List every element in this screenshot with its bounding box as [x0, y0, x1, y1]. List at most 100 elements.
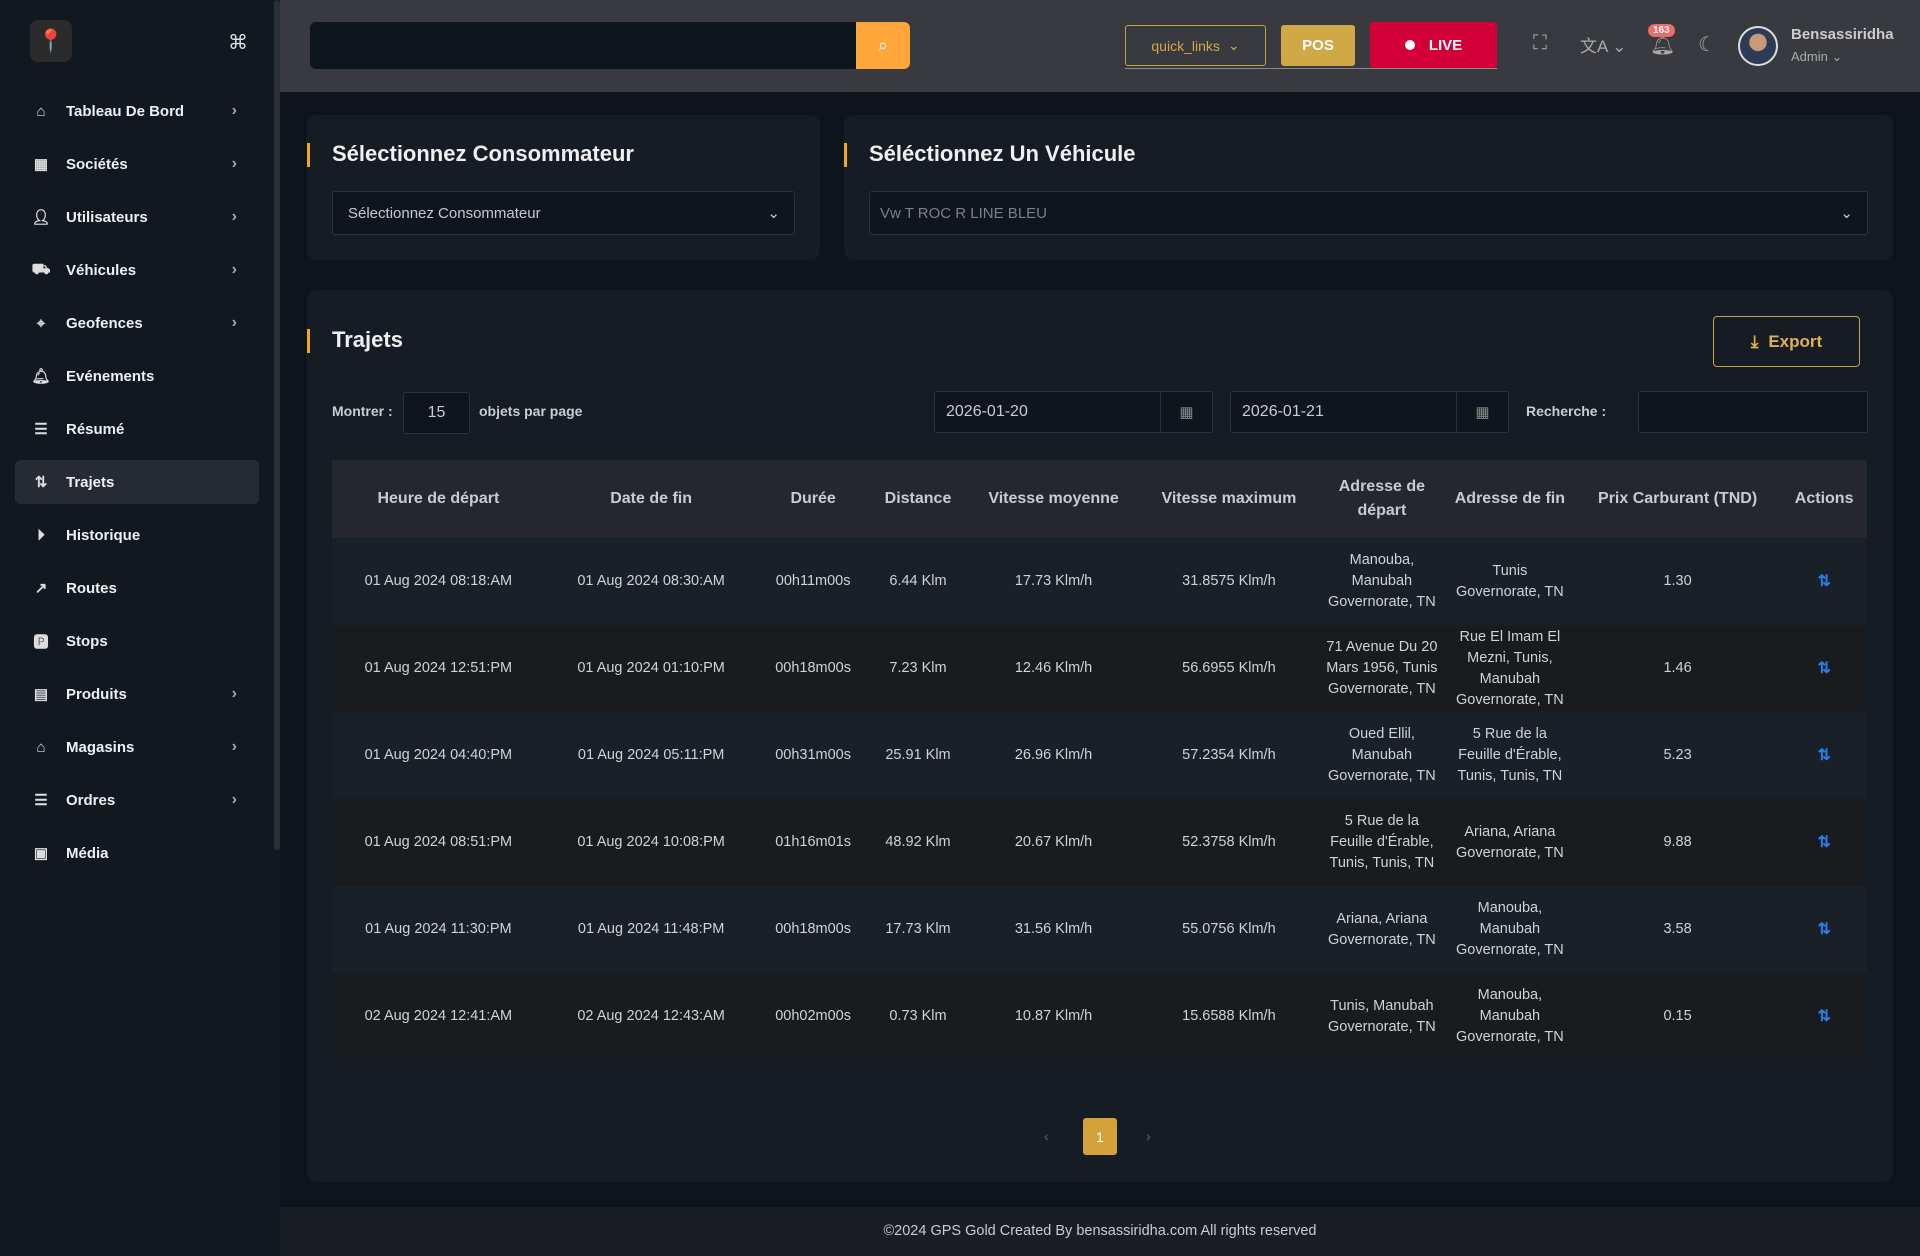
- vehicle-title: Séléctionnez Un Véhicule: [844, 141, 1136, 167]
- pos-button[interactable]: POS: [1281, 25, 1355, 66]
- sidebar-item-magasins[interactable]: ⌂ Magasins ›: [15, 725, 259, 769]
- table-cell: Manouba, Manubah Governorate, TN: [1456, 987, 1564, 1045]
- table-cell: 26.96 Klm/h: [1014, 747, 1093, 763]
- route-view-icon[interactable]: ⇅: [1817, 1007, 1831, 1025]
- column-header[interactable]: Adresse de départ: [1338, 478, 1426, 519]
- list-icon: ☰: [34, 421, 48, 438]
- sidebar-item-label: Evénements: [66, 367, 155, 385]
- column-header[interactable]: Actions: [1794, 490, 1854, 507]
- table-cell: 7.23 Klm: [889, 660, 947, 676]
- chevron-right-icon: ›: [231, 208, 237, 225]
- table-cell: 9.88: [1663, 834, 1692, 850]
- chevron-right-icon: ›: [231, 791, 237, 808]
- sidebar-item-geofences[interactable]: ⌖ Geofences ›: [15, 301, 259, 345]
- search-input[interactable]: [310, 22, 910, 69]
- pagination-prev[interactable]: ‹: [1044, 1128, 1049, 1144]
- table-cell: Tunis, Manubah Governorate, TN: [1328, 997, 1436, 1035]
- table-cell: 01 Aug 2024 10:08:PM: [577, 834, 725, 850]
- search-button[interactable]: ⌕: [856, 22, 910, 69]
- sidebar-item-evenements[interactable]: 🔔︎ Evénements: [15, 354, 259, 398]
- chevron-down-icon: ⌄: [767, 205, 780, 222]
- table-cell: 02 Aug 2024 12:43:AM: [577, 1008, 725, 1024]
- sidebar-item-media[interactable]: ▣ Média: [15, 831, 259, 875]
- column-header[interactable]: Vitesse moyenne: [988, 490, 1119, 507]
- consumer-title: Sélectionnez Consommateur: [307, 141, 634, 167]
- sidebar-item-produits[interactable]: ▤ Produits ›: [15, 672, 259, 716]
- calendar-icon[interactable]: ▦: [1160, 392, 1212, 432]
- pagination-next[interactable]: ›: [1146, 1128, 1151, 1144]
- column-header[interactable]: Vitesse maximum: [1161, 490, 1297, 507]
- consumer-select[interactable]: Sélectionnez Consommateur ⌄: [332, 191, 795, 235]
- column-header[interactable]: Heure de départ: [377, 490, 500, 507]
- route-view-icon[interactable]: ⇅: [1817, 920, 1831, 938]
- sidebar-item-societes[interactable]: ▦ Sociétés ›: [15, 142, 259, 186]
- column-header[interactable]: Durée: [790, 490, 836, 507]
- sidebar-item-historique[interactable]: ⏵ Historique: [15, 513, 259, 557]
- actions-cell: ⇅: [1781, 712, 1867, 799]
- per-page-input[interactable]: 15: [403, 392, 470, 434]
- sidebar-item-label: Résumé: [66, 420, 125, 438]
- user-role-dropdown[interactable]: Admin ⌄: [1791, 49, 1843, 64]
- avatar[interactable]: [1738, 26, 1778, 66]
- table-cell: 02 Aug 2024 12:41:AM: [364, 1008, 513, 1024]
- quick-links-dropdown[interactable]: quick_links ⌄: [1125, 25, 1266, 66]
- date-to-input[interactable]: 2026-01-21 ▦: [1230, 391, 1509, 433]
- table-cell: 0.73 Klm: [889, 1008, 947, 1024]
- table-cell: 71 Avenue Du 20 Mars 1956, Tunis Governo…: [1326, 639, 1438, 697]
- pagination-page-1[interactable]: 1: [1083, 1118, 1117, 1155]
- actions-cell: ⇅: [1781, 625, 1867, 712]
- sidebar-item-routes[interactable]: ↗ Routes: [15, 566, 259, 610]
- dark-mode-moon-icon[interactable]: ☾: [1698, 34, 1716, 56]
- sidebar-item-stops[interactable]: 🅿︎ Stops: [15, 619, 259, 663]
- divider: [1125, 68, 1497, 69]
- apps-grid-icon[interactable]: ⌘: [228, 32, 248, 54]
- sidebar-scrollbar[interactable]: [274, 0, 280, 850]
- sidebar-item-tableau-de-bord[interactable]: ⌂ Tableau De Bord ›: [15, 89, 259, 133]
- route-view-icon[interactable]: ⇅: [1817, 659, 1831, 677]
- table-cell: 5.23: [1663, 747, 1692, 763]
- translate-icon[interactable]: 文A ⌄: [1580, 37, 1627, 56]
- column-header[interactable]: Date de fin: [610, 490, 693, 507]
- date-from-input[interactable]: 2026-01-20 ▦: [934, 391, 1213, 433]
- users-icon: 👤︎: [31, 209, 51, 226]
- bell-icon[interactable]: 🔔︎: [1650, 34, 1676, 56]
- fullscreen-icon[interactable]: ⛶: [1533, 32, 1547, 54]
- calendar-icon[interactable]: ▦: [1456, 392, 1508, 432]
- sidebar-item-label: Produits: [66, 685, 127, 703]
- table-cell: 01 Aug 2024 05:11:PM: [577, 747, 725, 763]
- sidebar-item-utilisateurs[interactable]: 👤︎ Utilisateurs ›: [15, 195, 259, 239]
- sidebar-item-trajets[interactable]: ⇅ Trajets: [15, 460, 259, 504]
- column-header[interactable]: Adresse de fin: [1454, 490, 1566, 507]
- route-view-icon[interactable]: ⇅: [1817, 833, 1831, 851]
- column-header[interactable]: Prix Carburant (TND): [1598, 490, 1758, 507]
- table-row: 01 Aug 2024 08:18:AM 01 Aug 2024 08:30:AM…: [332, 538, 1867, 625]
- consumer-card: Sélectionnez Consommateur Sélectionnez C…: [307, 115, 820, 260]
- route-view-icon[interactable]: ⇅: [1817, 572, 1831, 590]
- table-cell: 3.58: [1663, 921, 1692, 937]
- live-button[interactable]: LIVE: [1370, 22, 1497, 68]
- sidebar-item-label: Tableau De Bord: [66, 102, 185, 120]
- gps-gold-logo[interactable]: 📍: [30, 20, 72, 62]
- sidebar-item-label: Geofences: [66, 314, 143, 332]
- trips-table: Heure de départ Date de fin Durée Distance V…: [332, 460, 1867, 1060]
- actions-cell: ⇅: [1781, 538, 1867, 625]
- chevron-right-icon: ›: [231, 155, 237, 172]
- sidebar-item-ordres[interactable]: ☰ Ordres ›: [15, 778, 259, 822]
- route-view-icon[interactable]: ⇅: [1817, 746, 1831, 764]
- table-search-input[interactable]: [1638, 391, 1868, 433]
- table-cell: 01 Aug 2024 12:51:PM: [364, 660, 513, 676]
- table-cell: Rue El Imam El Mezni, Tunis, Manubah Gov…: [1456, 628, 1564, 708]
- user-name[interactable]: Bensassiridha: [1791, 26, 1894, 43]
- sidebar-item-resume[interactable]: ☰ Résumé: [15, 407, 259, 451]
- column-header[interactable]: Distance: [884, 490, 952, 507]
- table-cell: Tunis Governorate, TN: [1456, 562, 1564, 600]
- export-button[interactable]: ⤓ Export: [1713, 316, 1860, 367]
- map-pin-icon: ⌖: [36, 314, 46, 332]
- sidebar-item-vehicules[interactable]: ⛟ Véhicules ›: [15, 248, 259, 292]
- quick-links-label: quick_links: [1151, 37, 1220, 54]
- table-cell: 01 Aug 2024 11:30:PM: [365, 921, 512, 937]
- parking-icon: 🅿︎: [33, 633, 49, 651]
- sidebar-item-label: Véhicules: [66, 261, 137, 279]
- table-cell: 56.6955 Klm/h: [1182, 660, 1276, 676]
- vehicle-select[interactable]: Vw T ROC R LINE BLEU ⌄: [869, 191, 1868, 235]
